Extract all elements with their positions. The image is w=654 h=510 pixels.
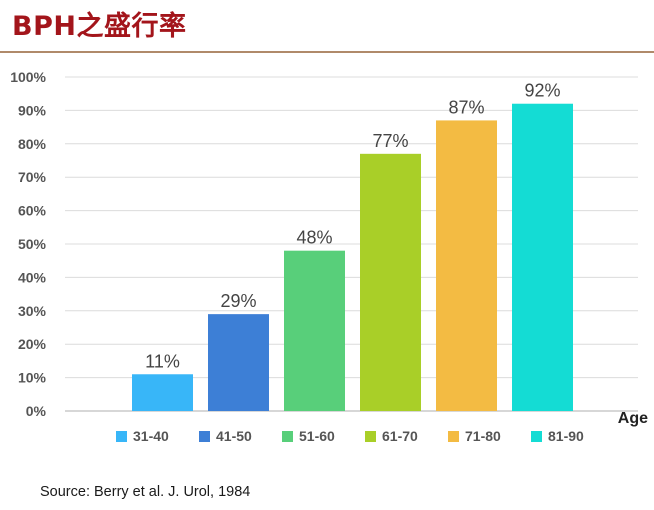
bar-chart: 0% 10% 20% 30% 40% 50% 60% 70% 80% 90% 100% 11% 29% 4… xyxy=(10,69,648,444)
bar-61-70 xyxy=(360,153,421,411)
y-tick-label: 40% xyxy=(18,269,47,285)
legend-swatch xyxy=(282,431,293,442)
y-tick-label: 0% xyxy=(26,403,47,419)
legend-label: 31-40 xyxy=(133,428,169,444)
x-axis-title: Age xyxy=(618,410,648,427)
y-tick-label: 10% xyxy=(18,370,47,386)
title-divider xyxy=(0,51,654,53)
data-label: 29% xyxy=(220,291,256,311)
bar-31-40 xyxy=(132,374,193,411)
y-tick-label: 50% xyxy=(18,236,47,252)
y-tick-label: 20% xyxy=(18,336,47,352)
legend-label: 41-50 xyxy=(216,428,252,444)
legend-swatch xyxy=(531,431,542,442)
data-label: 87% xyxy=(448,97,484,117)
bar-71-80 xyxy=(436,120,497,412)
page-title: BPH之盛行率 xyxy=(12,11,187,42)
data-label: 11% xyxy=(145,351,180,371)
y-tick-label: 60% xyxy=(18,203,47,219)
legend-swatch xyxy=(116,431,127,442)
legend-swatch xyxy=(365,431,376,442)
data-label: 92% xyxy=(524,81,560,101)
legend-label: 81-90 xyxy=(548,428,584,444)
legend-label: 51-60 xyxy=(299,428,335,444)
bar-51-60 xyxy=(284,250,345,411)
y-tick-label: 70% xyxy=(18,169,47,185)
legend-swatch xyxy=(448,431,459,442)
y-tick-label: 30% xyxy=(18,303,47,319)
y-tick-label: 80% xyxy=(18,136,47,152)
legend-swatch xyxy=(199,431,210,442)
bar-41-50 xyxy=(208,314,269,411)
y-tick-label: 90% xyxy=(18,102,47,118)
legend-label: 71-80 xyxy=(465,428,501,444)
bar-81-90 xyxy=(512,103,573,411)
legend-label: 61-70 xyxy=(382,428,418,444)
source-citation: Source: Berry et al. J. Urol, 1984 xyxy=(40,484,251,500)
data-label: 77% xyxy=(372,131,408,151)
y-tick-label: 100% xyxy=(10,69,46,85)
data-label: 48% xyxy=(296,228,332,248)
